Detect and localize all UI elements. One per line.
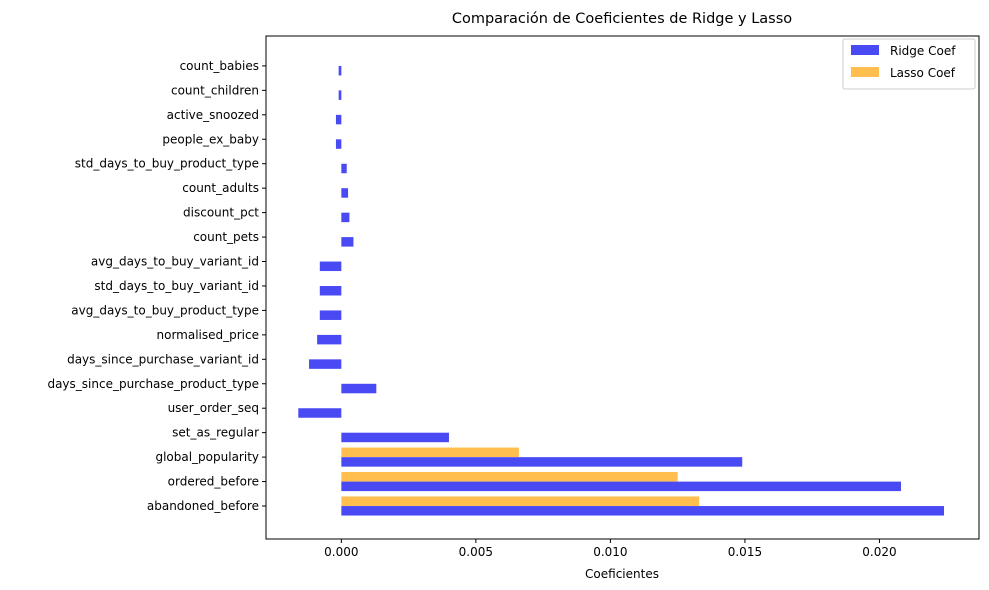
x-tick-label: 0.000 <box>324 545 358 559</box>
lasso-bar-ordered_before <box>341 472 678 482</box>
legend-label-lasso: Lasso Coef <box>890 66 956 80</box>
bars-group <box>298 65 945 516</box>
ridge-bar-active_snoozed <box>335 114 342 125</box>
y-tick-label-ordered_before: ordered_before <box>168 475 259 489</box>
plot-frame <box>265 35 980 540</box>
y-tick-label-normalised_price: normalised_price <box>157 328 260 342</box>
chart-title: Comparación de Coeficientes de Ridge y L… <box>452 11 792 27</box>
legend-swatch-lasso <box>851 67 879 77</box>
ridge-bar-std_days_to_buy_variant_id <box>319 286 342 296</box>
y-tick-label-discount_pct: discount_pct <box>183 206 259 220</box>
ridge-bar-count_babies <box>338 65 342 76</box>
x-axis-label: Coeficientes <box>585 567 659 581</box>
ridge-bar-normalised_price <box>317 334 342 345</box>
legend-label-ridge: Ridge Coef <box>890 44 956 58</box>
legend-swatch-ridge <box>851 45 879 55</box>
x-tick-label: 0.005 <box>459 545 493 559</box>
ridge-bar-days_since_purchase_variant_id <box>309 359 342 369</box>
y-axis: abandoned_before ordered_before global_pop… <box>47 59 266 513</box>
lasso-bar-abandoned_before <box>341 496 700 506</box>
ridge-bar-avg_days_to_buy_variant_id <box>319 261 342 272</box>
ridge-bar-avg_days_to_buy_product_type <box>319 310 342 320</box>
ridge-bar-set_as_regular <box>341 432 449 443</box>
y-tick-label-avg_days_to_buy_product_type: avg_days_to_buy_product_type <box>71 303 259 317</box>
ridge-bar-count_adults <box>341 188 349 198</box>
ridge-bar-days_since_purchase_product_type <box>341 383 377 394</box>
ridge-bar-std_days_to_buy_product_type <box>341 163 347 174</box>
ridge-bar-people_ex_baby <box>335 139 342 149</box>
y-tick-label-active_snoozed: active_snoozed <box>167 108 259 122</box>
x-axis: 0.000 0.005 0.010 0.015 0.020 <box>324 539 897 559</box>
y-tick-label-global_popularity: global_popularity <box>155 450 259 464</box>
y-tick-label-abandoned_before: abandoned_before <box>147 499 259 513</box>
ridge-bar-abandoned_before <box>341 506 945 516</box>
y-tick-label-count_children: count_children <box>171 83 259 97</box>
y-tick-label-people_ex_baby: people_ex_baby <box>162 132 259 146</box>
ridge-bar-global_popularity <box>341 457 743 467</box>
ridge-bar-ordered_before <box>341 481 901 492</box>
ridge-bar-count_pets <box>341 237 354 247</box>
lasso-bar-global_popularity <box>341 447 519 458</box>
x-tick-label: 0.015 <box>728 545 762 559</box>
x-tick-label: 0.010 <box>593 545 627 559</box>
ridge-bar-discount_pct <box>341 212 350 223</box>
y-tick-label-days_since_purchase_product_type: days_since_purchase_product_type <box>47 377 259 391</box>
y-tick-label-count_pets: count_pets <box>193 230 259 244</box>
y-tick-label-count_babies: count_babies <box>180 59 259 73</box>
y-tick-label-count_adults: count_adults <box>182 181 259 195</box>
y-tick-label-set_as_regular: set_as_regular <box>172 426 259 440</box>
y-tick-label-std_days_to_buy_variant_id: std_days_to_buy_variant_id <box>94 279 259 293</box>
y-tick-label-std_days_to_buy_product_type: std_days_to_buy_product_type <box>75 157 259 171</box>
ridge-bar-user_order_seq <box>298 408 342 418</box>
y-tick-label-user_order_seq: user_order_seq <box>168 401 259 415</box>
y-tick-label-avg_days_to_buy_variant_id: avg_days_to_buy_variant_id <box>91 255 259 269</box>
ridge-bar-count_children <box>338 90 342 100</box>
legend: Ridge Coef Lasso Coef <box>842 38 976 90</box>
x-tick-label: 0.020 <box>862 545 896 559</box>
y-tick-label-days_since_purchase_variant_id: days_since_purchase_variant_id <box>67 352 259 366</box>
